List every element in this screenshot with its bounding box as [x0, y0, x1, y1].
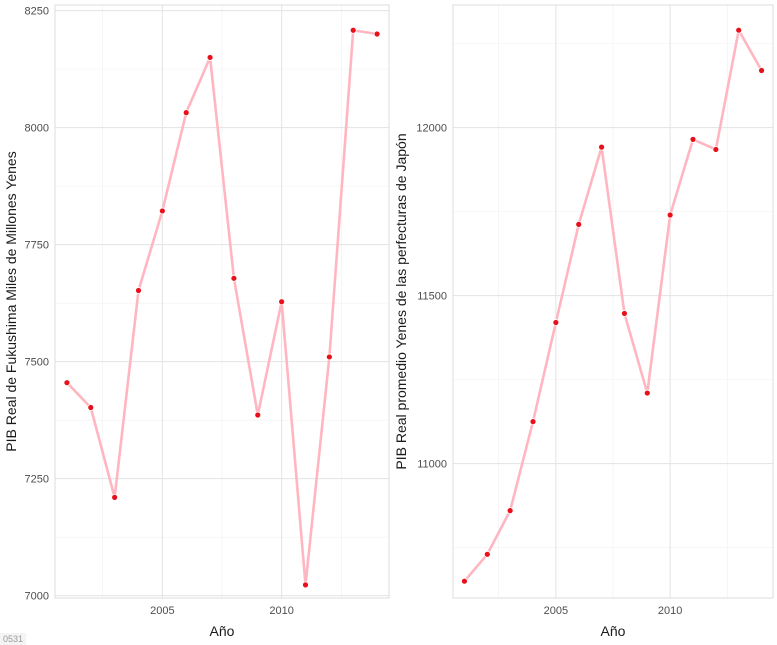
data-point — [552, 319, 560, 326]
data-point — [735, 26, 743, 34]
data-point — [666, 211, 674, 219]
corner-label: 0531 — [0, 633, 27, 645]
x-axis-title: Año — [601, 623, 626, 639]
x-tick-label: 2010 — [658, 605, 682, 617]
y-tick-label: 7250 — [25, 474, 49, 486]
panel-border — [452, 4, 774, 599]
y-tick-label: 7750 — [25, 240, 49, 252]
data-point — [278, 298, 286, 306]
y-tick-label: 8000 — [25, 123, 49, 135]
data-point — [325, 353, 333, 361]
x-tick-label: 2005 — [150, 605, 174, 617]
right-chart-panel: 11000 11500 12000 2005 2010 Año PIB Real prome… — [393, 4, 774, 639]
data-point — [349, 26, 357, 34]
y-tick-label: 11500 — [417, 291, 447, 303]
data-point — [506, 507, 514, 515]
data-point — [302, 581, 309, 589]
data-point — [483, 550, 491, 558]
y-axis-title: PIB Real de Fukushima Miles de Millones … — [3, 151, 19, 451]
data-point — [643, 389, 651, 397]
data-point — [529, 418, 537, 426]
data-point — [373, 30, 381, 38]
y-axis-title: PIB Real promedio Yenes de las perfectur… — [393, 133, 409, 469]
data-point — [575, 220, 583, 228]
data-point — [712, 146, 720, 153]
data-point — [135, 287, 142, 294]
y-tick-label: 7000 — [25, 591, 49, 603]
data-point — [87, 404, 95, 411]
data-point — [111, 493, 119, 501]
x-axis-title: Año — [210, 623, 235, 639]
series-line — [463, 28, 763, 583]
series-line — [65, 28, 378, 587]
data-point — [63, 379, 71, 387]
x-tick-label: 2005 — [544, 605, 568, 617]
data-point — [461, 577, 468, 585]
data-point — [689, 135, 697, 143]
data-point — [206, 54, 214, 61]
y-tick-label: 12000 — [416, 123, 447, 135]
y-tick-label: 8250 — [25, 6, 49, 18]
data-point — [230, 274, 238, 282]
y-tick-label: 11000 — [417, 459, 447, 471]
data-point — [158, 207, 166, 215]
panel-border — [54, 4, 390, 599]
data-point — [598, 143, 605, 151]
left-chart-panel: 7000 7250 7500 7750 8000 8250 2005 2010 Año PIB R… — [3, 4, 390, 639]
x-tick-label: 2010 — [269, 605, 293, 617]
data-point — [758, 67, 765, 74]
data-point — [621, 310, 628, 317]
data-point — [254, 411, 262, 419]
y-tick-label: 7500 — [25, 357, 49, 369]
data-point — [182, 109, 190, 117]
